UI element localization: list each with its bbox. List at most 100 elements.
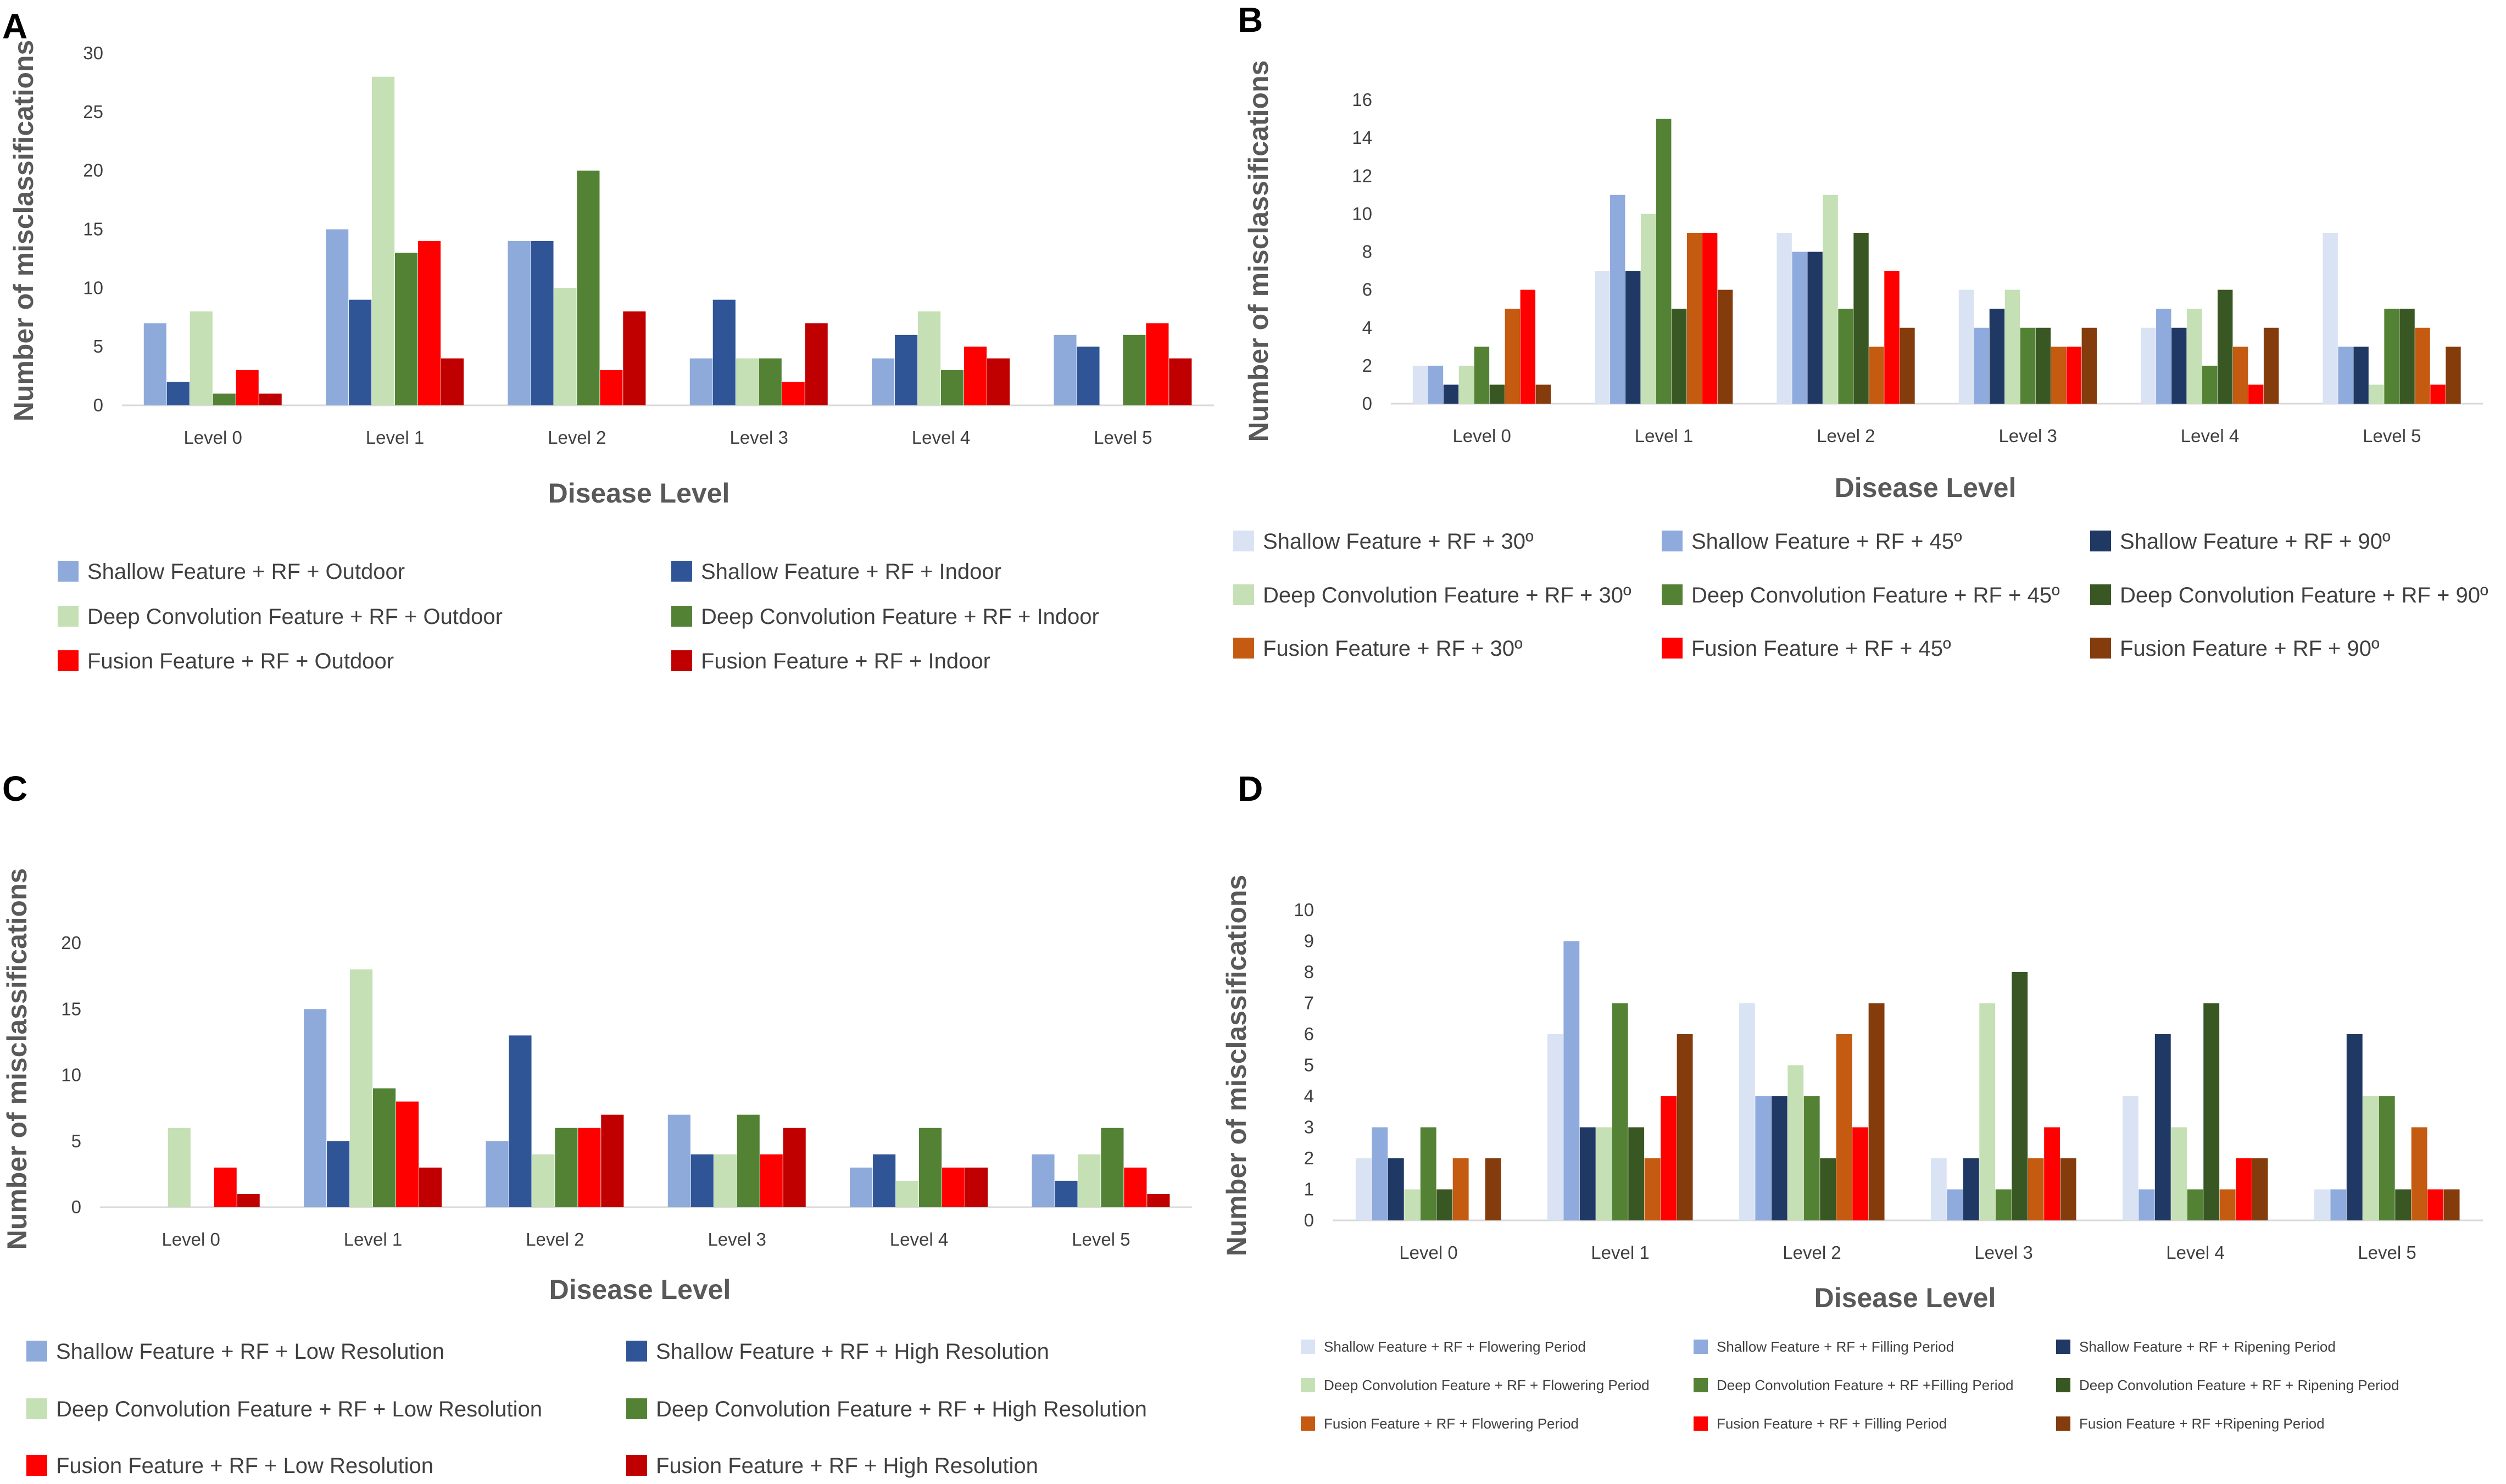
panel-a-letter: A [2, 7, 27, 46]
panel-d-ytick: 0 [1304, 1210, 1314, 1230]
panel-c-bar [783, 1128, 806, 1207]
panel-a-legend-swatch [671, 561, 692, 582]
panel-b-bar [2323, 232, 2338, 404]
panel-d-bar [1803, 1096, 1820, 1220]
panel-a-bar [166, 382, 190, 405]
panel-b-bar [1958, 289, 1974, 404]
panel-d-bar [1612, 1003, 1628, 1220]
panel-b-bar [1777, 232, 1792, 404]
panel-b-bar [1671, 309, 1687, 404]
panel-b-bar [2353, 347, 2369, 404]
panel-d-bar [2028, 1158, 2044, 1220]
panel-b-bar [1625, 271, 1641, 404]
panel-d-legend-swatch [2056, 1416, 2070, 1431]
panel-d-bar [1563, 941, 1580, 1220]
panel-d-bar [1947, 1189, 1963, 1220]
panel-b-bar [2446, 347, 2461, 404]
panel-a-bar [918, 311, 941, 405]
panel-b-bar [1641, 214, 1656, 404]
panel-a-bar [213, 393, 236, 405]
panel-d-legend-swatch [2056, 1378, 2070, 1392]
panel-b-legend-swatch [1233, 531, 1254, 551]
panel-b-bar [1428, 365, 1444, 404]
panel-b-bar [1412, 365, 1428, 404]
panel-a-bar [554, 288, 577, 405]
panel-b-bar [2263, 327, 2279, 404]
panel-a-bar [805, 323, 828, 405]
panel-a-legend-label: Fusion Feature + RF + Outdoor [87, 649, 394, 673]
panel-d-bar [1420, 1127, 1436, 1220]
panel-d-legend-label: Shallow Feature + RF + Ripening Period [2079, 1338, 2336, 1355]
panel-c-bar [1101, 1128, 1124, 1207]
panel-a-bar [600, 370, 623, 405]
panel-d-bar [1868, 1003, 1885, 1220]
panel-b-legend-swatch [1662, 638, 1683, 659]
panel-d-bar [1755, 1096, 1772, 1220]
panel-a-category-label: Level 4 [912, 427, 970, 448]
panel-c-category-label: Level 2 [526, 1229, 584, 1249]
panel-d-bar [1596, 1127, 1612, 1220]
panel-d-bar [2443, 1189, 2460, 1220]
panel-a-bar [395, 253, 418, 405]
panel-d-bar [1739, 1003, 1755, 1220]
panel-b-bar [1974, 327, 1990, 404]
panel-b-y-axis-title: Number of misclassifications [1243, 60, 1274, 442]
panel-c-bar [1032, 1154, 1055, 1207]
panel-b-bar [1474, 347, 1490, 404]
panel-b-bar [1989, 309, 2005, 404]
panel-d-bar [1547, 1034, 1563, 1220]
panel-a-category-label: Level 3 [729, 427, 788, 448]
panel-b-bar [2051, 347, 2067, 404]
panel-a-bar [259, 393, 282, 405]
panel-d-bar [1579, 1127, 1596, 1220]
panel-c-bar [690, 1154, 714, 1207]
panel-c-ytick: 5 [71, 1131, 81, 1151]
panel-c-bar [532, 1154, 555, 1207]
panel-a-bar [712, 299, 736, 405]
panel-d: D 0 1 2 3 4 5 6 7 8 9 10 Level 0 Level 1 Level 2 Level … [1221, 769, 2483, 1432]
panel-b: B 0 2 4 6 8 10 12 14 16 Level 0 Level 1 Level 2 Level… [1233, 0, 2488, 661]
panel-d-bar [1852, 1127, 1869, 1220]
panel-d-bar [2236, 1158, 2252, 1220]
panel-c-bar [168, 1128, 191, 1207]
panel-b-bar [2187, 309, 2202, 404]
panel-b-legend-swatch [2090, 584, 2111, 605]
panel-b-ytick: 6 [1362, 280, 1372, 300]
panel-b-bar [1884, 271, 1900, 404]
panel-d-bar [1661, 1096, 1677, 1220]
panel-a-bar [417, 241, 441, 405]
panel-a-x-axis-title: Disease Level [548, 478, 730, 509]
panel-a-bar [508, 241, 531, 405]
panel-b-legend-label: Fusion Feature + RF + 90º [2120, 637, 2380, 661]
panel-d-bar [1836, 1034, 1852, 1220]
panel-d-legend-swatch [2056, 1340, 2070, 1354]
panel-c-bar [1124, 1167, 1147, 1207]
panel-b-bar [1869, 347, 1884, 404]
panel-b-bar [1807, 252, 1823, 404]
panel-b-bar [1610, 194, 1625, 404]
panel-a-category-label: Level 0 [183, 427, 242, 448]
panel-d-bar [1404, 1189, 1421, 1220]
panel-c-bar [214, 1167, 237, 1207]
panel-d-ytick: 5 [1304, 1055, 1314, 1075]
panel-a-y-axis-title: Number of misclassifications [8, 40, 39, 422]
panel-a-bar [1077, 347, 1100, 405]
panel-d-bar [1628, 1127, 1645, 1220]
panel-b-bar [2202, 365, 2218, 404]
panel-b-category-label: Level 1 [1635, 426, 1693, 446]
panel-b-ytick: 14 [1352, 127, 1372, 148]
panel-a-ytick: 15 [83, 219, 103, 239]
panel-c-bar [509, 1035, 532, 1207]
panel-b-bar [2004, 289, 2020, 404]
panel-d-bar [2411, 1127, 2427, 1220]
panel-c-category-label: Level 5 [1072, 1229, 1130, 1249]
panel-b-bar [2232, 347, 2248, 404]
panel-a-bar [941, 370, 964, 405]
panel-a-legend-swatch [58, 561, 79, 582]
panel-a-legend-swatch [58, 650, 79, 671]
panel-b-legend-label: Deep Convolution Feature + RF + 90º [2120, 583, 2488, 607]
panel-d-bar [1644, 1158, 1661, 1220]
panel-a-bar [987, 358, 1010, 405]
panel-c-bar [396, 1101, 419, 1207]
panel-a-ytick: 25 [83, 102, 103, 122]
